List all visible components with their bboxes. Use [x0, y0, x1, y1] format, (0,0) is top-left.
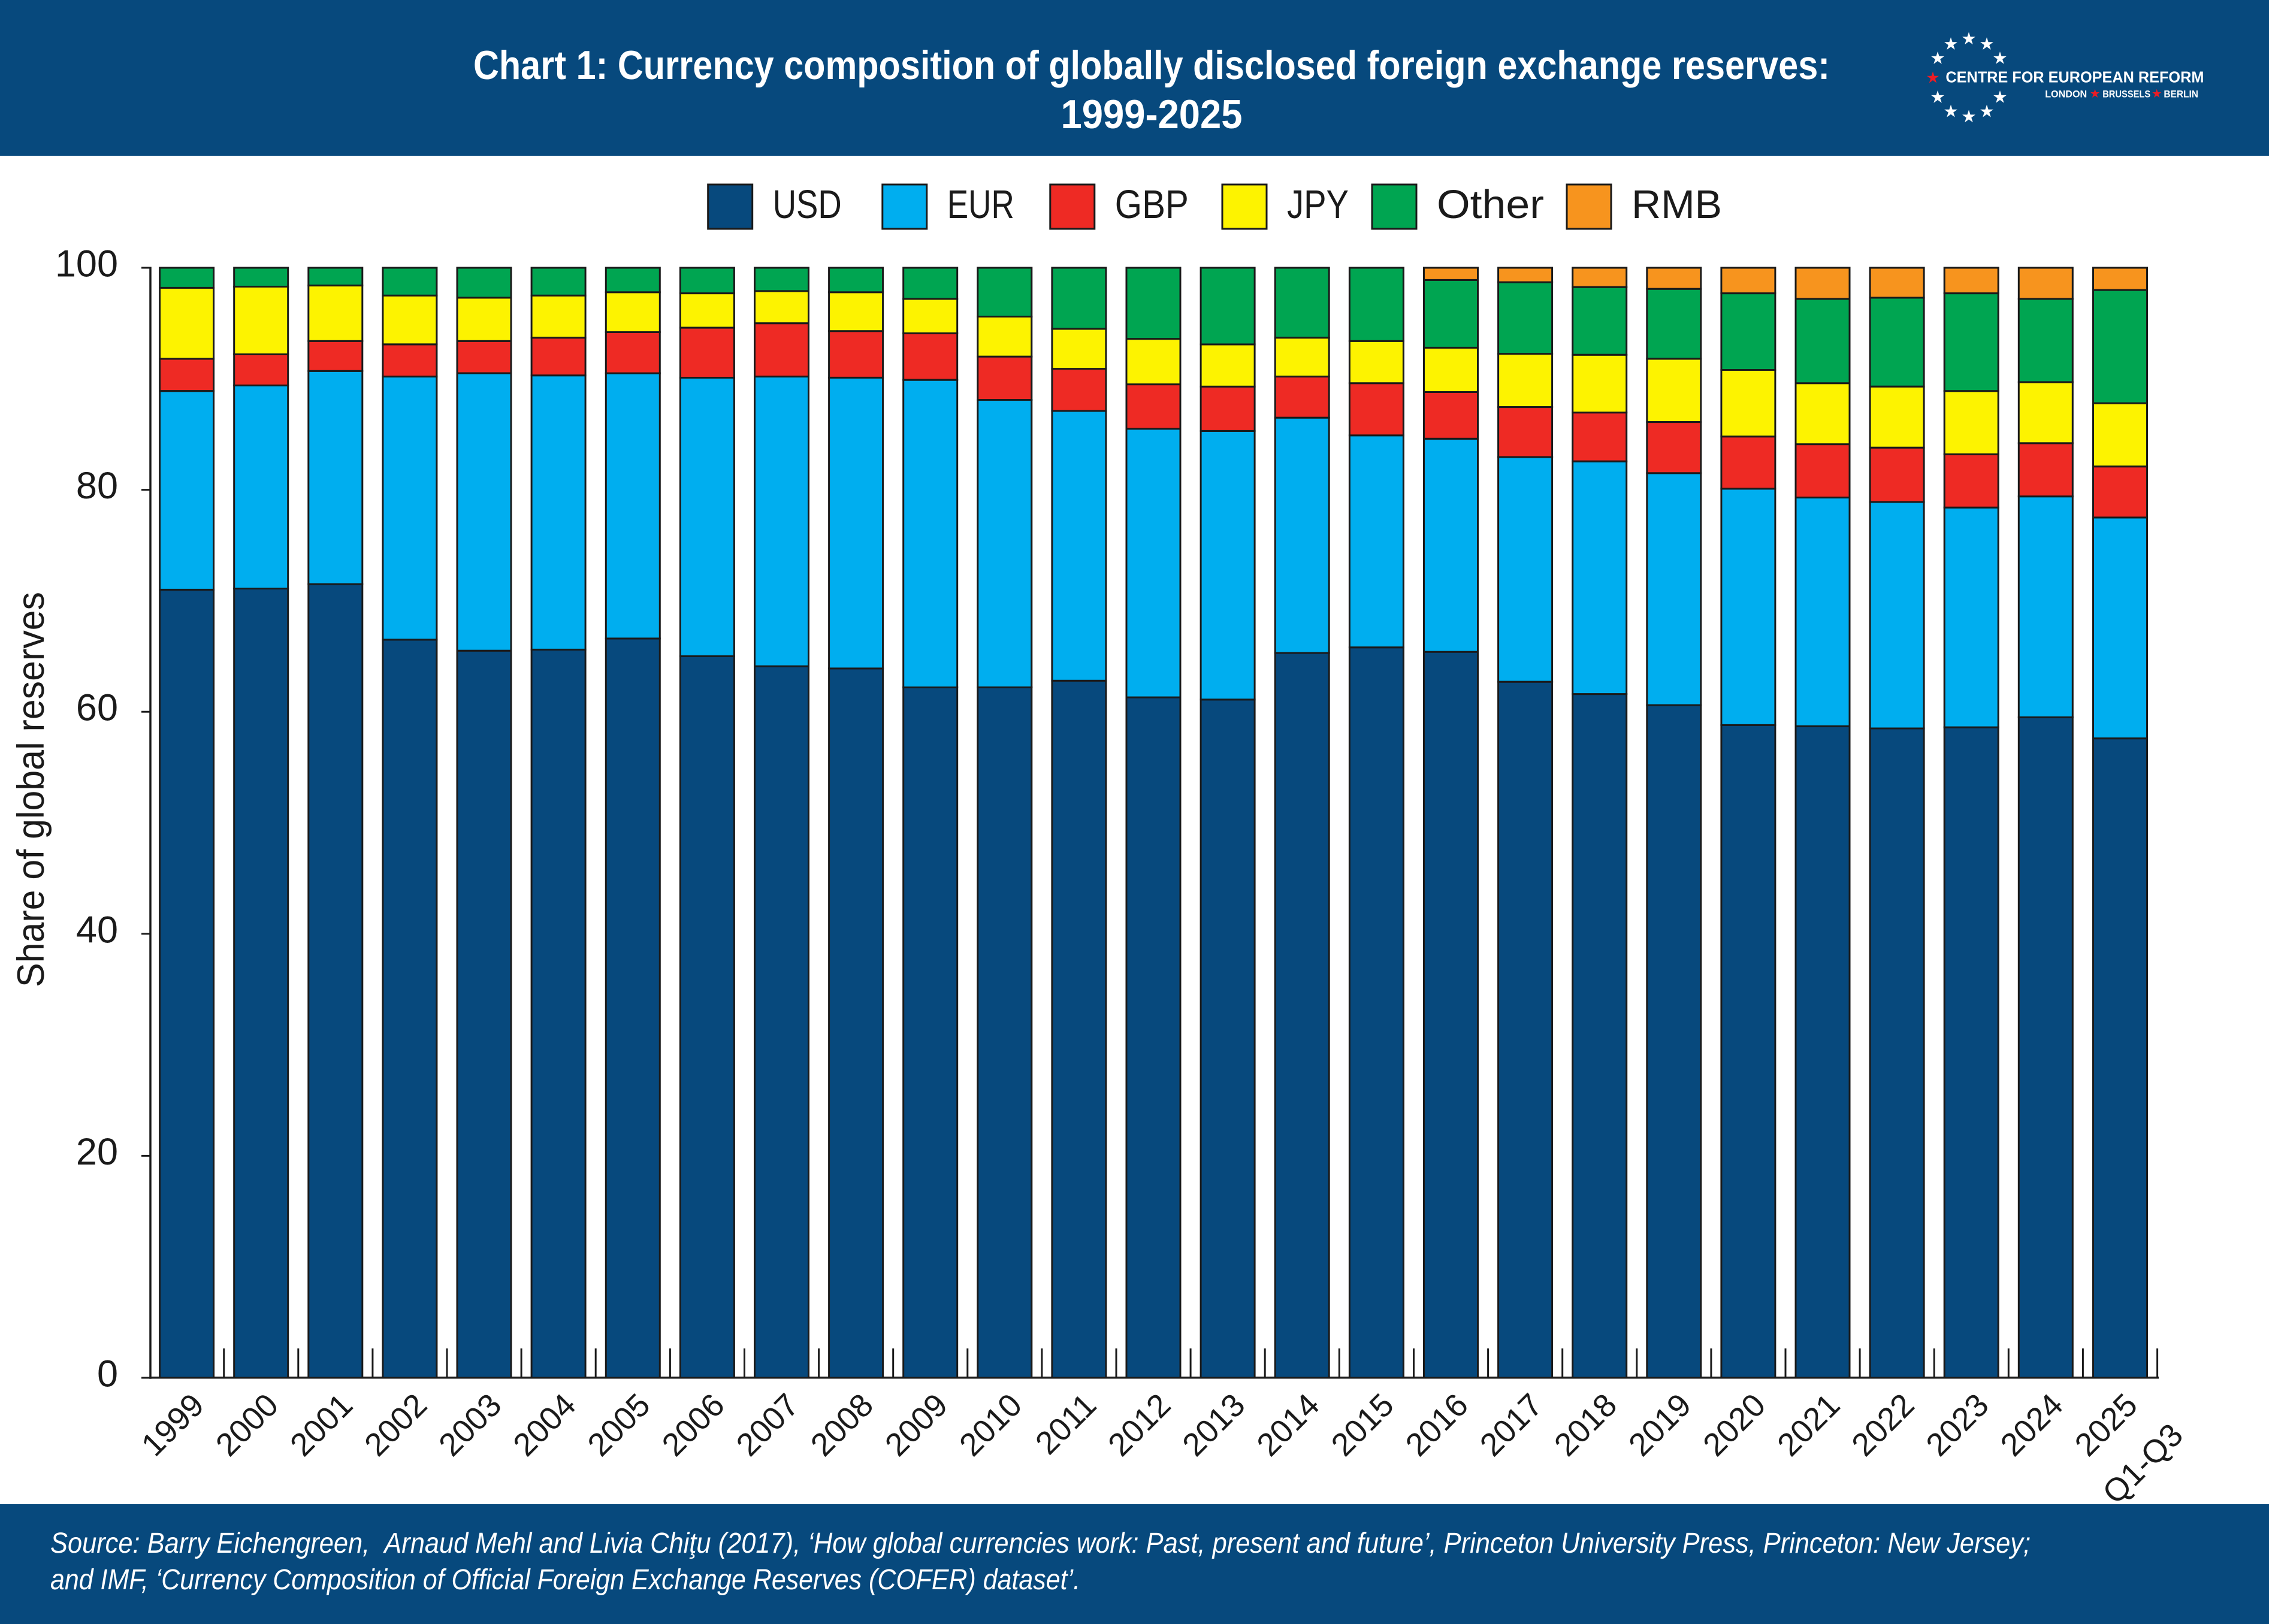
svg-text:GBP: GBP [1115, 182, 1189, 227]
svg-text:1999-2025: 1999-2025 [1061, 92, 1243, 137]
svg-text:100: 100 [55, 243, 118, 285]
svg-text:Other: Other [1437, 182, 1544, 227]
svg-text:Share of global reserves: Share of global reserves [10, 592, 52, 987]
svg-text:RMB: RMB [1631, 182, 1722, 227]
svg-text:Source: Barry Eichengreen, Ar: Source: Barry Eichengreen, Arnaud Mehl a… [50, 1528, 2031, 1559]
svg-text:40: 40 [76, 909, 118, 951]
svg-text:CENTRE FOR EUROPEAN REFORM: CENTRE FOR EUROPEAN REFORM [1945, 68, 2204, 86]
svg-text:JPY: JPY [1287, 182, 1349, 227]
svg-text:80: 80 [76, 465, 118, 507]
svg-text:60: 60 [76, 687, 118, 729]
svg-text:USD: USD [773, 182, 842, 227]
svg-text:BRUSSELS: BRUSSELS [2102, 89, 2150, 100]
svg-text:and IMF, ‘Currency Composition: and IMF, ‘Currency Composition of Offici… [50, 1564, 1080, 1596]
svg-text:BERLIN: BERLIN [2164, 89, 2198, 100]
svg-text:EUR: EUR [947, 182, 1014, 227]
svg-text:0: 0 [97, 1353, 118, 1395]
svg-text:Chart 1: Currency composition: Chart 1: Currency composition of globall… [473, 43, 1830, 88]
svg-text:20: 20 [76, 1131, 118, 1173]
svg-text:LONDON: LONDON [2045, 89, 2087, 100]
